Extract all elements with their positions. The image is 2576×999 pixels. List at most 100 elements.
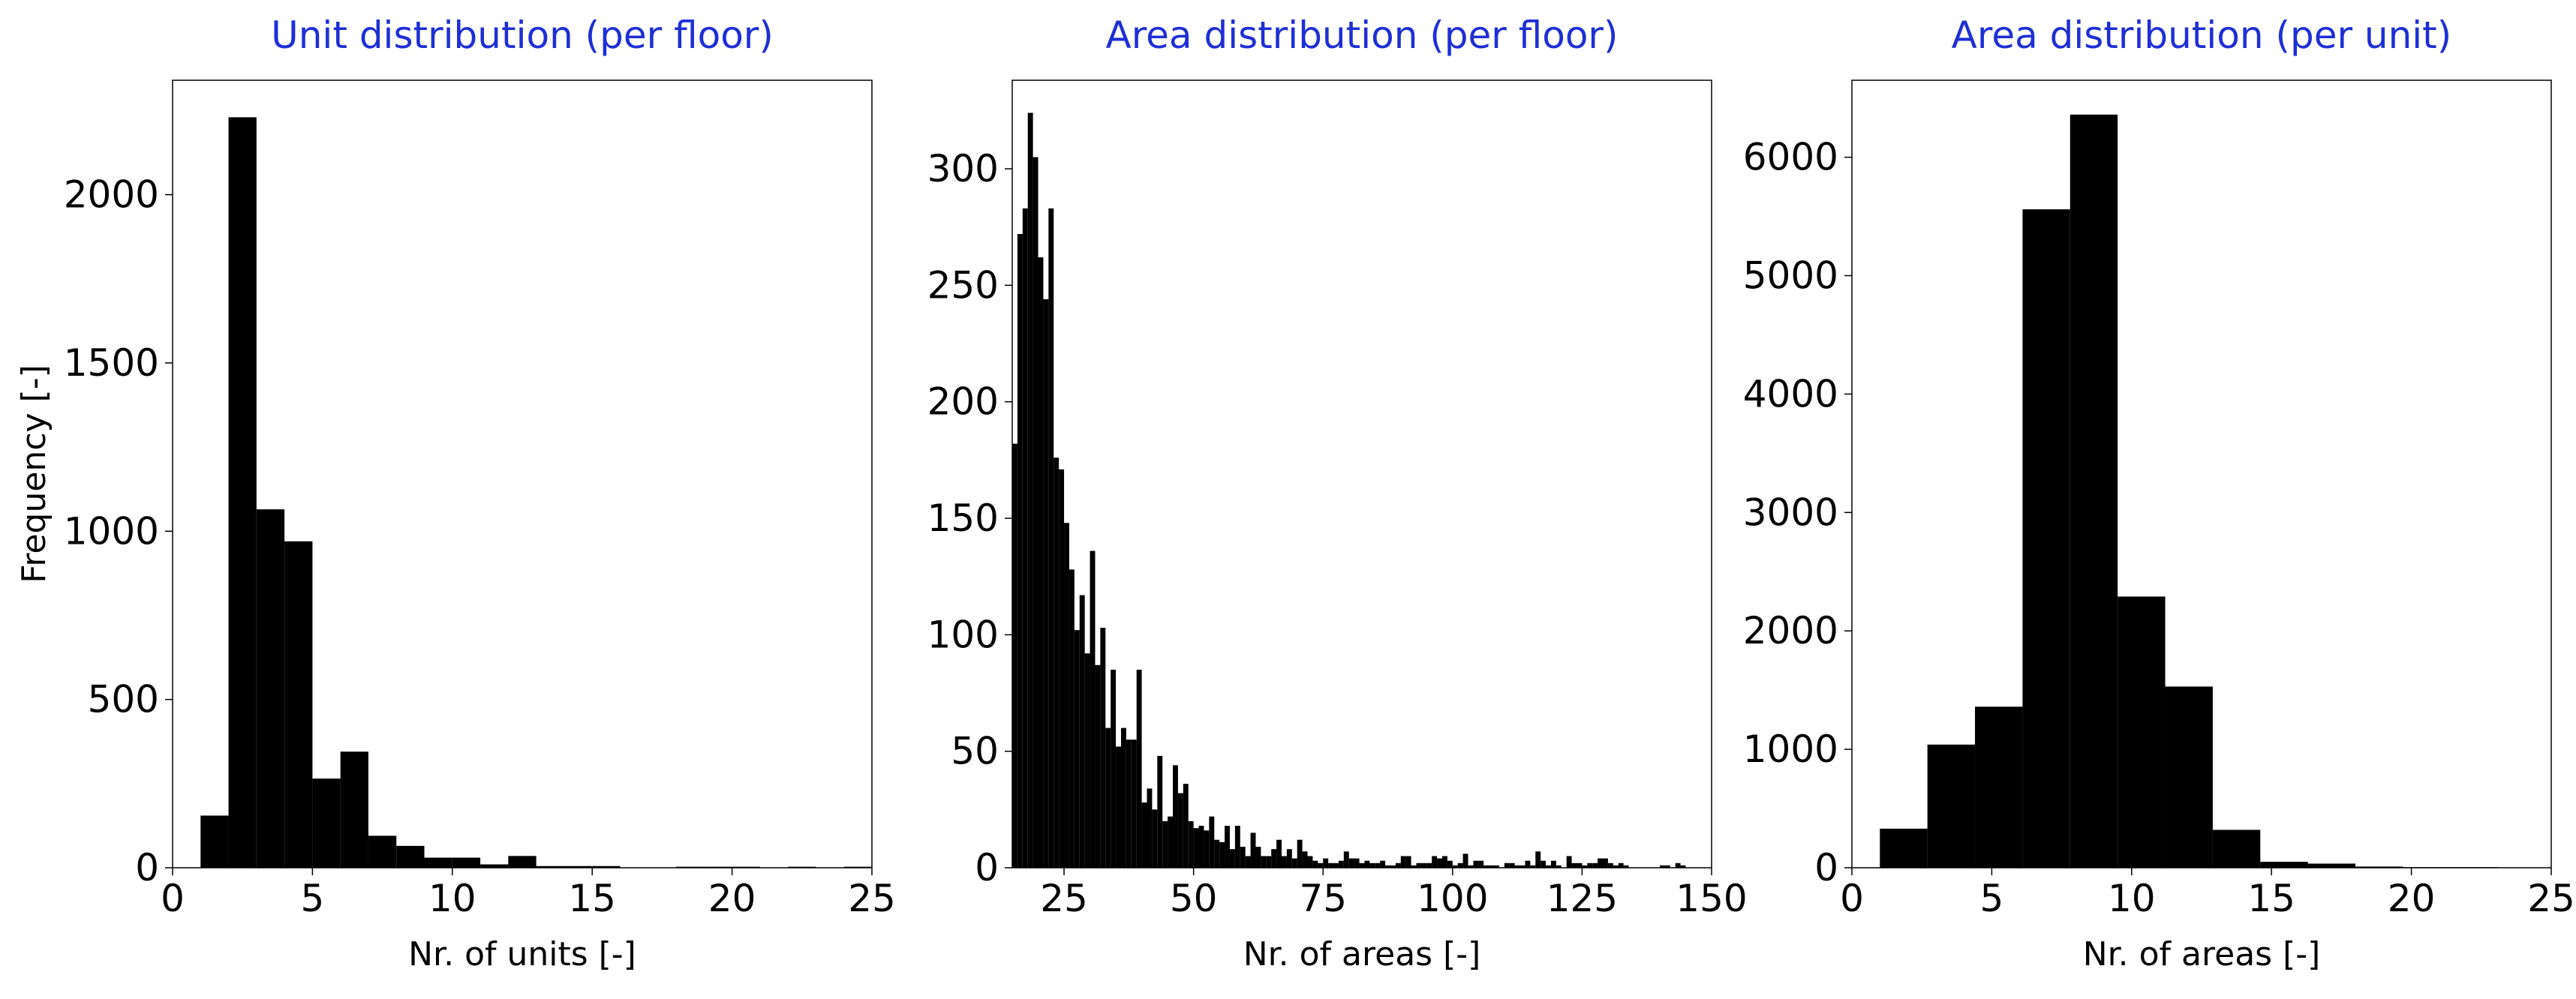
histogram-bar [1209, 816, 1215, 868]
histogram-bar [1421, 862, 1427, 868]
x-tick-label: 0 [161, 877, 185, 920]
histogram-bar [1478, 860, 1484, 868]
histogram-bar [256, 509, 285, 868]
histogram-bar [1975, 706, 2023, 868]
histogram-bar [2165, 686, 2213, 868]
histogram-bar [1535, 851, 1541, 868]
x-tick-label: 25 [2527, 877, 2575, 920]
histogram-bar [1084, 653, 1090, 868]
x-axis-label: Nr. of areas [-] [2083, 935, 2321, 974]
y-tick-label: 1500 [64, 341, 159, 385]
histogram-bar [1623, 865, 1629, 868]
histogram-bar [1618, 862, 1624, 868]
histogram-bar [1587, 862, 1593, 868]
histogram-bar [1375, 862, 1381, 868]
y-tick-label: 5000 [1743, 254, 1838, 298]
histogram-bar [1664, 865, 1670, 868]
histogram-bar [1095, 664, 1101, 868]
histogram-bar [1168, 816, 1174, 868]
histogram-bar [1577, 862, 1583, 868]
histogram-bar [1276, 839, 1282, 868]
histogram-bar [2355, 866, 2403, 868]
histogram-bar [1390, 865, 1396, 868]
histogram-bar [1069, 569, 1075, 868]
histogram-bar [424, 857, 452, 868]
histogram-bar [1447, 860, 1453, 868]
histogram-bar [1204, 830, 1210, 868]
histogram-bar [1514, 865, 1520, 868]
histogram-bar [1255, 847, 1261, 868]
histogram-bar [508, 856, 537, 868]
x-tick-label: 0 [1840, 877, 1864, 920]
histogram-bar [1927, 744, 1976, 868]
histogram-bar [1297, 839, 1303, 868]
histogram-bar [1675, 862, 1681, 868]
histogram-bar [1364, 860, 1370, 868]
histogram-bar [396, 845, 425, 868]
histogram-bar [1240, 847, 1246, 868]
histogram-bar [1193, 828, 1199, 868]
histogram-bar [1286, 849, 1292, 868]
histogram-bar [1613, 865, 1619, 868]
histogram-bar [2260, 862, 2308, 868]
y-tick-label: 1000 [64, 509, 159, 553]
x-axis-label: Nr. of units [-] [408, 935, 636, 974]
histogram-bar [200, 815, 229, 868]
histogram-bar [1271, 849, 1277, 868]
histogram-bar [1343, 851, 1349, 868]
y-tick-label: 250 [927, 263, 999, 307]
histogram-bar [1442, 856, 1447, 868]
histogram-bar [1111, 669, 1117, 868]
histogram-bar [1530, 865, 1536, 868]
histogram-bar [1157, 755, 1163, 868]
histogram-bar [312, 778, 341, 868]
histogram-bar [1494, 865, 1499, 868]
y-tick-label: 150 [927, 496, 999, 540]
histogram-bar [1307, 856, 1313, 868]
histogram-bar [1022, 208, 1028, 868]
histogram-bar [1120, 728, 1126, 868]
histogram-bar [2070, 114, 2118, 868]
histogram-bar [1266, 856, 1272, 868]
histogram-bar [284, 541, 313, 868]
histogram-bar [592, 866, 621, 868]
histogram-bar [1105, 728, 1111, 868]
histogram-bar [1582, 865, 1588, 868]
histogram-bar [1033, 157, 1039, 868]
histogram-bar [1680, 865, 1686, 868]
histogram-bar [1012, 443, 1017, 868]
histogram-bar [1504, 862, 1510, 868]
histogram-bar [1452, 865, 1458, 868]
x-tick-label: 15 [2247, 877, 2295, 920]
histogram-bar [1369, 862, 1375, 868]
chart-title: Unit distribution (per floor) [271, 14, 774, 57]
histogram-bar [1131, 740, 1137, 868]
histogram-bar [1054, 458, 1060, 868]
histogram-bar [1173, 765, 1178, 868]
x-tick-label: 20 [2388, 877, 2436, 920]
histogram-bar [1483, 865, 1489, 868]
x-tick-label: 15 [568, 877, 616, 920]
plot-frame [1851, 80, 2552, 868]
histogram-bar [1038, 257, 1044, 868]
histogram-bar [1416, 862, 1422, 868]
histogram-bar [1059, 469, 1065, 868]
histogram-bar [1219, 842, 1225, 868]
histogram-bar [2118, 596, 2166, 868]
y-tick-label: 50 [951, 730, 999, 773]
histogram-bar [1550, 860, 1556, 868]
histogram-bar [1395, 862, 1401, 868]
y-tick-label: 1000 [1743, 728, 1838, 771]
y-tick-label: 6000 [1743, 136, 1838, 179]
histogram-bar [1457, 862, 1463, 868]
histogram-bar [536, 866, 564, 868]
histogram-bar [2212, 830, 2261, 868]
histogram-bar [1302, 851, 1308, 868]
histogram-bar [1136, 669, 1142, 868]
histogram-bar [1411, 865, 1417, 868]
y-tick-label: 0 [975, 846, 999, 890]
histogram-bar [1462, 854, 1468, 868]
histogram-bar [452, 857, 481, 868]
y-tick-label: 0 [135, 846, 159, 890]
